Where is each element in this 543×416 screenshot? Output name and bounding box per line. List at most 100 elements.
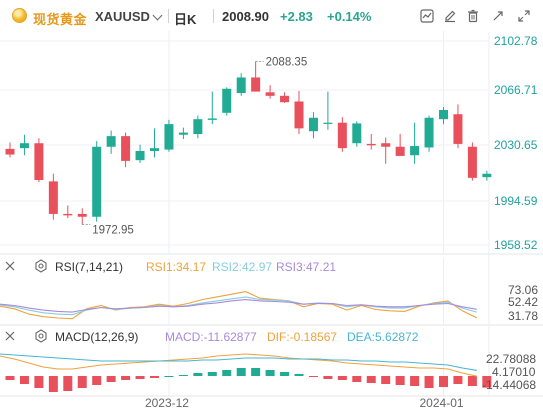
candle-body bbox=[308, 117, 318, 132]
x-tick-label: 2023-12 bbox=[145, 396, 189, 410]
macd-bar bbox=[482, 376, 492, 388]
candle-body bbox=[467, 146, 477, 178]
macd-bar bbox=[251, 368, 261, 376]
macd-bar bbox=[337, 376, 347, 380]
candle-body bbox=[19, 143, 29, 149]
rsi1-readout: RSI1:34.17 bbox=[146, 260, 206, 274]
candle-body bbox=[207, 118, 217, 120]
macd-bar bbox=[193, 373, 203, 376]
rsi2-readout: RSI2:42.97 bbox=[212, 260, 272, 274]
macd-bar bbox=[410, 376, 420, 386]
candle-body bbox=[150, 148, 159, 151]
macd-bar bbox=[395, 376, 405, 385]
macd-readout: MACD:-11.62877 bbox=[165, 330, 257, 344]
candle-body bbox=[424, 117, 434, 148]
macd-y-tick: 22.78088 bbox=[486, 352, 536, 366]
rsi-line-3 bbox=[0, 299, 477, 313]
candle-body bbox=[222, 88, 232, 113]
candle-body bbox=[193, 119, 203, 135]
header-bar: 现货黄金 XAUUSD 日K 2008.90 +2.83 +0.14% bbox=[0, 0, 543, 32]
period-selector[interactable]: 日K bbox=[174, 12, 197, 27]
rsi-line-1 bbox=[0, 291, 478, 320]
draw-icon[interactable] bbox=[441, 7, 459, 25]
compare-icon[interactable] bbox=[489, 7, 507, 25]
macd-y-tick: -14.44068 bbox=[482, 378, 536, 392]
candle-body bbox=[121, 136, 131, 161]
macd-bar bbox=[294, 374, 304, 376]
settings-icon[interactable] bbox=[35, 329, 47, 343]
macd-histogram bbox=[5, 368, 492, 392]
macd-bar bbox=[366, 376, 376, 383]
candle-body bbox=[63, 213, 73, 216]
candle-body bbox=[251, 77, 261, 92]
macd-bar bbox=[135, 376, 145, 379]
candle-body bbox=[366, 143, 376, 146]
candle-body bbox=[410, 146, 420, 156]
main-y-tick: 2066.71 bbox=[494, 83, 538, 97]
candle-body bbox=[48, 181, 58, 214]
rsi-series bbox=[0, 291, 478, 320]
macd-bar bbox=[265, 370, 275, 376]
macd-bar bbox=[424, 376, 434, 388]
main-y-axis: 2102.78 2066.71 2030.65 1994.59 1958.52 bbox=[494, 34, 538, 252]
candle-body bbox=[135, 150, 145, 161]
divider bbox=[213, 9, 214, 23]
macd-bar bbox=[63, 376, 73, 391]
low-label: 1972.95 bbox=[92, 225, 134, 237]
price-change: +2.83 bbox=[280, 9, 313, 24]
macd-bar bbox=[19, 376, 29, 384]
macd-bar bbox=[323, 376, 333, 379]
dif-line bbox=[0, 353, 477, 377]
gold-coin-icon bbox=[12, 8, 27, 23]
macd-bar bbox=[121, 376, 131, 380]
candle-body bbox=[34, 143, 44, 180]
rsi-legend: RSI(7,14,21) RSI1:34.17 RSI2:42.97 RSI3:… bbox=[5, 259, 336, 274]
dea-readout: DEA:5.62872 bbox=[347, 330, 419, 344]
high-label: 2088.35 bbox=[266, 56, 308, 68]
macd-params[interactable]: MACD(12,26,9) bbox=[55, 330, 138, 344]
candlestick-series bbox=[5, 61, 492, 225]
macd-bar bbox=[280, 372, 290, 376]
candle-body bbox=[164, 124, 174, 150]
macd-bar bbox=[34, 376, 44, 388]
instrument-name[interactable]: 现货黄金 bbox=[33, 12, 88, 27]
last-price: 2008.90 bbox=[222, 9, 269, 24]
rsi-y-axis: 73.06 52.42 31.78 bbox=[508, 283, 538, 323]
macd-bar bbox=[439, 376, 448, 387]
candle-body bbox=[352, 123, 362, 144]
macd-bar bbox=[467, 376, 477, 386]
settings-icon[interactable] bbox=[35, 259, 47, 273]
rsi-y-tick: 31.78 bbox=[508, 309, 538, 323]
macd-bar bbox=[164, 376, 174, 377]
main-y-tick: 1994.59 bbox=[494, 194, 538, 208]
macd-bar bbox=[48, 376, 58, 392]
close-icon[interactable] bbox=[5, 261, 15, 271]
macd-bar bbox=[381, 376, 391, 384]
candle-body bbox=[280, 95, 290, 103]
main-y-tick: 1958.52 bbox=[494, 238, 538, 252]
rsi-y-tick: 73.06 bbox=[508, 283, 538, 297]
macd-bar bbox=[352, 376, 362, 382]
candle-body bbox=[294, 101, 304, 129]
macd-bar bbox=[77, 376, 87, 388]
macd-bar bbox=[236, 368, 246, 376]
high-annotation: 2088.35 bbox=[255, 56, 308, 68]
instrument-symbol[interactable]: XAUUSD bbox=[95, 9, 150, 24]
candle-body bbox=[77, 213, 87, 217]
rsi3-readout: RSI3:47.21 bbox=[276, 260, 336, 274]
macd-y-tick: 4.17010 bbox=[492, 365, 536, 379]
macd-signal-lines bbox=[0, 353, 477, 377]
fullscreen-icon[interactable] bbox=[515, 7, 533, 25]
indicator-icon[interactable] bbox=[418, 7, 436, 25]
candle-body bbox=[178, 132, 188, 135]
candle-body bbox=[482, 173, 492, 178]
delete-icon[interactable] bbox=[464, 7, 482, 25]
rsi-y-tick: 52.42 bbox=[508, 295, 538, 309]
main-y-tick: 2030.65 bbox=[494, 138, 538, 152]
macd-bar bbox=[150, 376, 159, 378]
macd-legend: MACD(12,26,9) MACD:-11.62877 DIF:-0.1856… bbox=[5, 329, 419, 344]
rsi-params[interactable]: RSI(7,14,21) bbox=[55, 260, 123, 274]
close-icon[interactable] bbox=[5, 331, 15, 341]
candle-body bbox=[439, 109, 448, 120]
